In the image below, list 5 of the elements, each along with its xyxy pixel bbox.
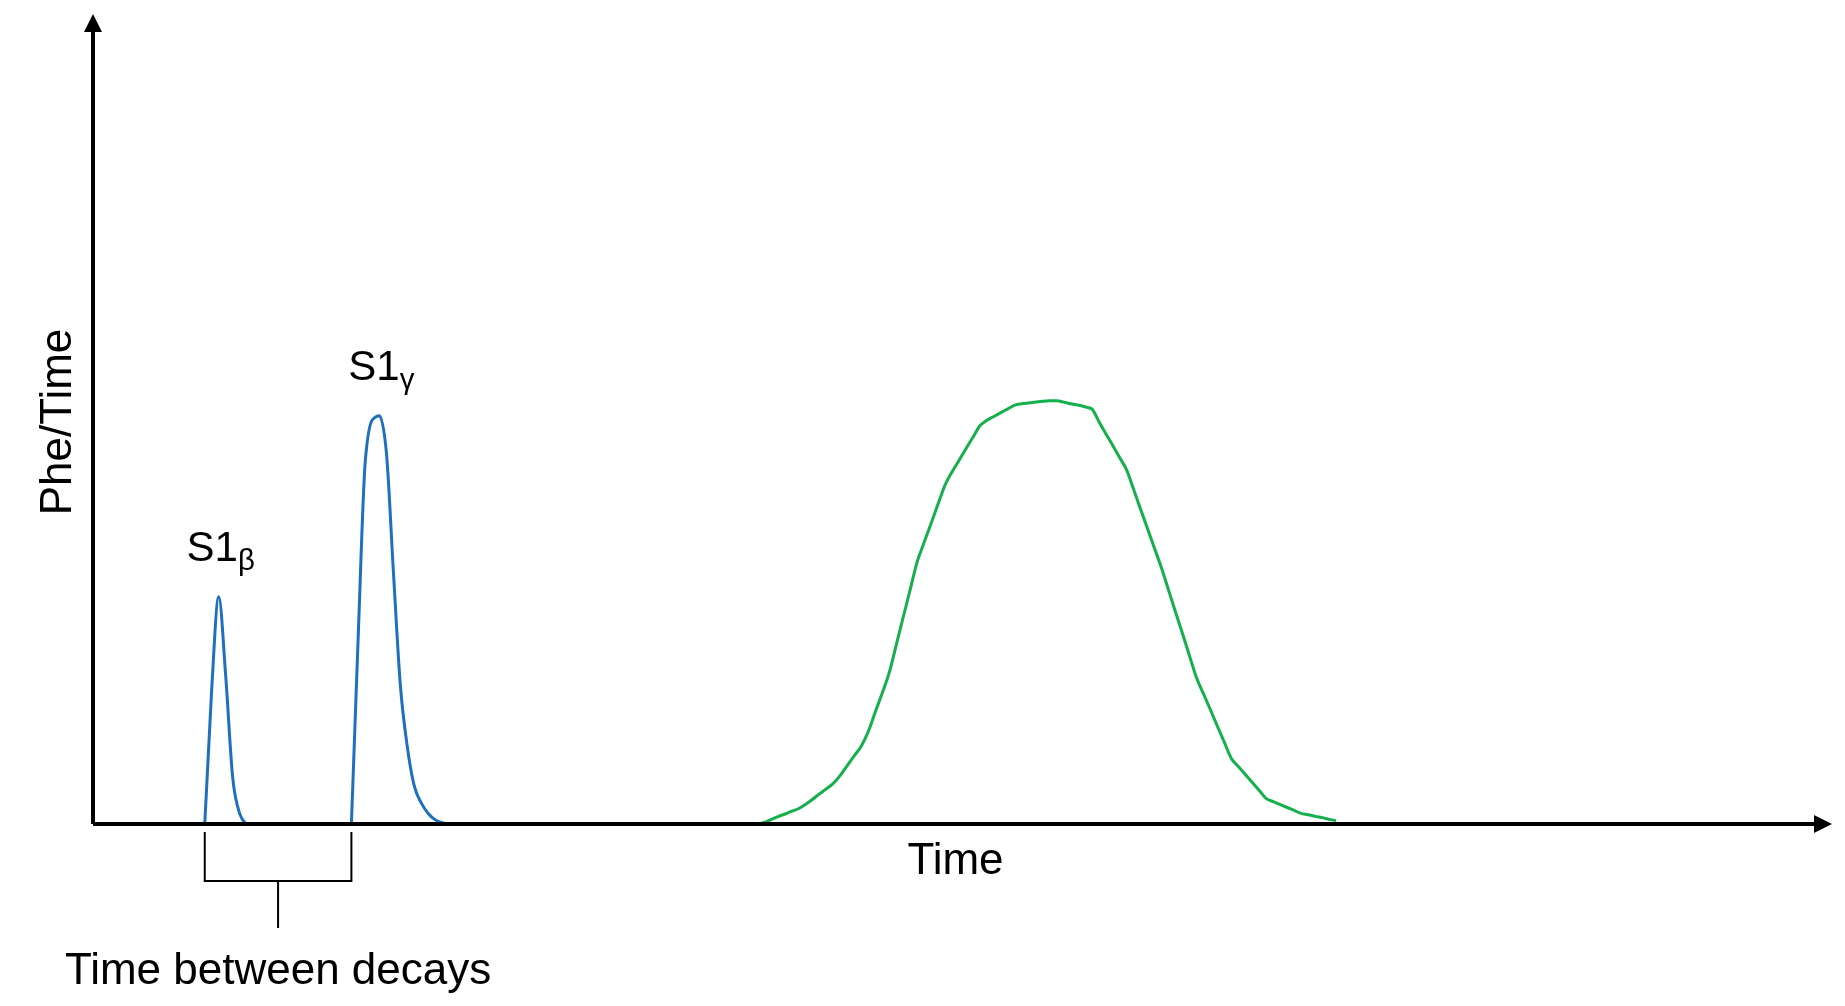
y-axis-title: Phe/Time bbox=[31, 328, 80, 516]
text: S1$_{γ}$ bbox=[348, 341, 415, 395]
annotation: S1$_{β}$ bbox=[186, 522, 255, 576]
text: Time between decays bbox=[64, 944, 492, 993]
x-axis-title: Time bbox=[907, 834, 1004, 883]
